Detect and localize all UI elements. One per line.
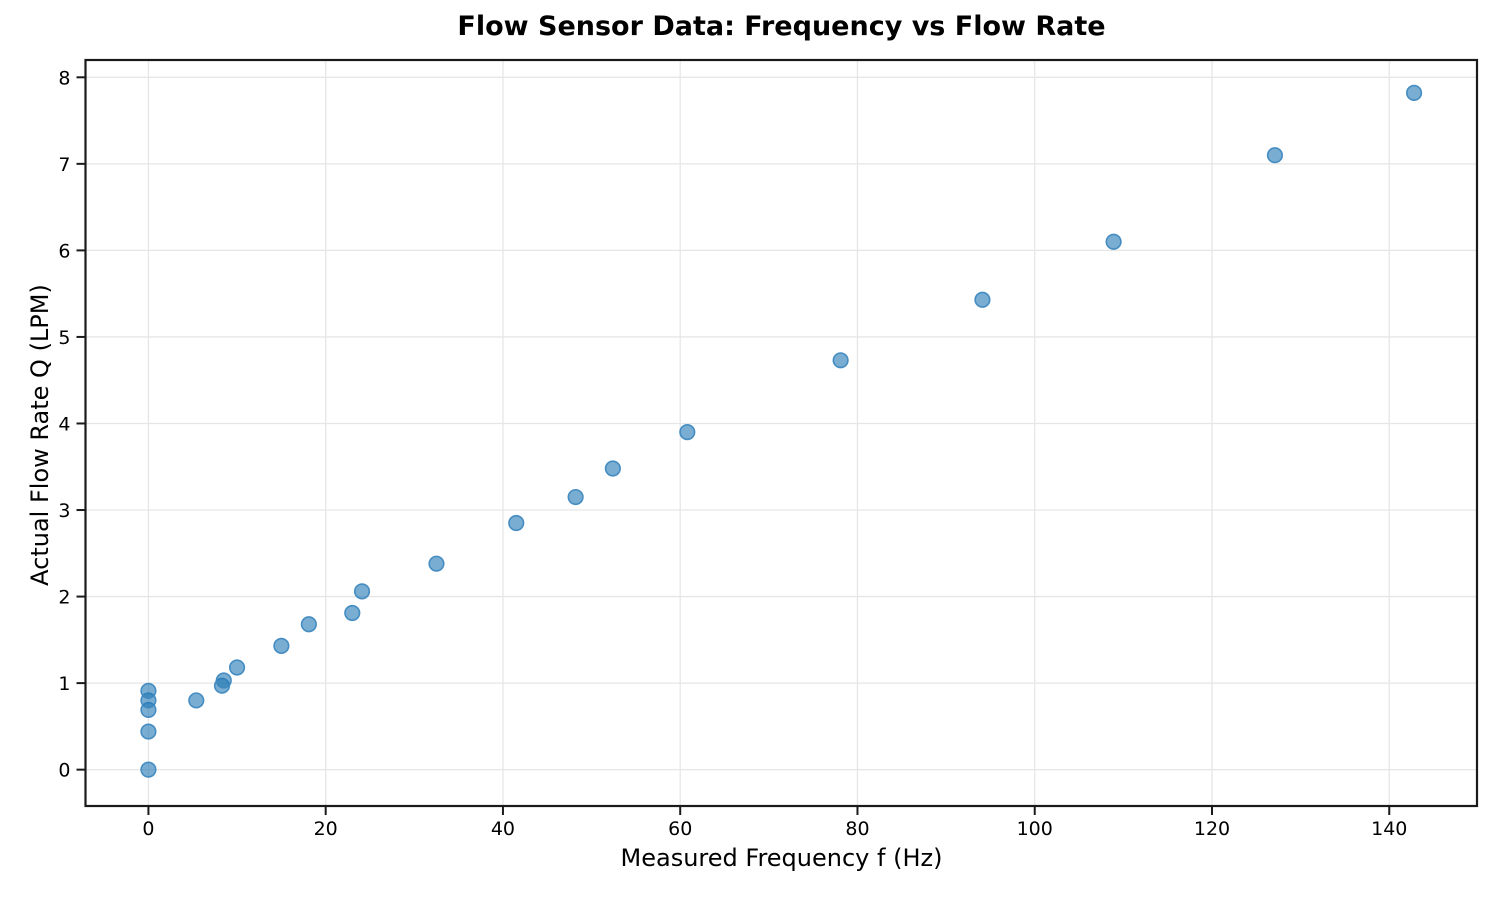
y-tick-label: 0 (58, 760, 70, 782)
data-point (140, 723, 157, 740)
plot-border (84, 58, 1479, 808)
y-axis-label: Actual Flow Rate Q (LPM) (26, 284, 54, 586)
x-tick-label: 0 (142, 818, 154, 840)
x-tick-label: 140 (1371, 818, 1407, 840)
x-tick-label: 80 (845, 818, 869, 840)
data-point (140, 761, 157, 778)
x-axis-label: Measured Frequency f (Hz) (620, 844, 943, 872)
x-tick-label: 40 (491, 818, 515, 840)
data-point (604, 460, 621, 477)
y-tick-label: 6 (58, 240, 70, 262)
x-tick-label: 20 (314, 818, 338, 840)
data-point (832, 352, 849, 369)
data-point (974, 291, 991, 308)
x-tick-label: 60 (668, 818, 692, 840)
data-point (353, 583, 371, 600)
data-point (344, 604, 361, 622)
y-tick-label: 5 (58, 327, 70, 349)
data-point (140, 682, 157, 699)
x-tick-label: 120 (1194, 818, 1230, 840)
data-point (273, 637, 290, 654)
data-point (1266, 147, 1284, 164)
data-point (508, 514, 525, 532)
data-point (567, 488, 584, 506)
data-point (679, 424, 696, 441)
y-tick-label: 4 (58, 413, 70, 435)
data-point (228, 659, 246, 676)
y-tick-label: 3 (58, 500, 70, 522)
y-tick-label: 2 (58, 587, 70, 609)
data-point (215, 672, 232, 689)
data-point (428, 555, 445, 572)
y-tick-label: 7 (58, 154, 70, 176)
data-point (1105, 233, 1122, 250)
chart-title: Flow Sensor Data: Frequency vs Flow Rate (457, 11, 1106, 42)
y-tick-label: 8 (58, 67, 70, 89)
data-point (188, 692, 205, 709)
data-point (1405, 84, 1423, 101)
data-point (300, 616, 317, 633)
y-tick-label: 1 (58, 673, 70, 695)
x-tick-label: 100 (1017, 818, 1053, 840)
